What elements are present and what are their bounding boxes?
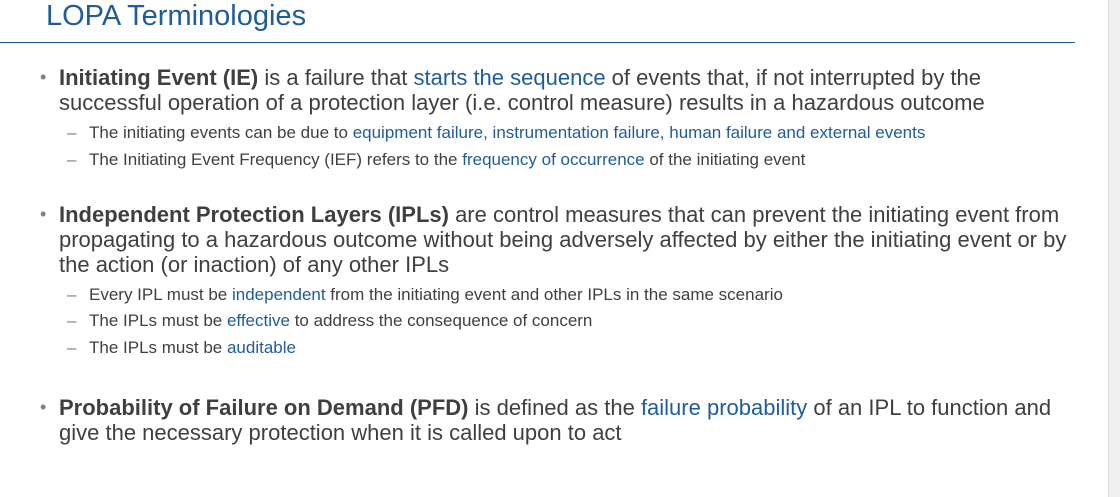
sub-text-part: from the initiating event and other IPLs… — [325, 285, 783, 304]
sub-bullet: – The initiating events can be due to eq… — [67, 122, 1077, 144]
bullet-text-part: is a failure that — [258, 65, 414, 90]
sub-bullet: – The IPLs must be auditable — [67, 337, 1077, 359]
sub-bullet-text: The initiating events can be due to equi… — [89, 122, 1077, 144]
dash-icon: – — [67, 150, 77, 169]
bullet-text-part: are control measures that can prevent th… — [59, 202, 1067, 277]
highlight-text: independent — [231, 285, 326, 304]
dash-icon: – — [67, 285, 77, 304]
highlight-text: effective — [226, 311, 290, 330]
dash-icon: – — [67, 311, 77, 330]
highlight-text: auditable — [226, 338, 296, 357]
sub-text-part: The Initiating Event Frequency (IEF) ref… — [89, 150, 463, 169]
slide-title: LOPA Terminologies — [46, 0, 307, 32]
bullet-probability-of-failure-on-demand: • Probability of Failure on Demand (PFD)… — [40, 395, 1080, 445]
bullet-text: Probability of Failure on Demand (PFD) i… — [59, 395, 1080, 445]
bullet-initiating-event: • Initiating Event (IE) is a failure tha… — [40, 65, 1080, 115]
sub-bullet-text: The Initiating Event Frequency (IEF) ref… — [89, 149, 1077, 171]
sub-text-part: The IPLs must be — [89, 311, 227, 330]
bullet-text: Independent Protection Layers (IPLs) are… — [59, 202, 1080, 277]
bullet-dot-icon: • — [40, 204, 47, 224]
sub-bullet: – The IPLs must be effective to address … — [67, 310, 1077, 332]
sub-bullet: – The Initiating Event Frequency (IEF) r… — [67, 149, 1077, 171]
bullet-text: Initiating Event (IE) is a failure that … — [59, 65, 1080, 115]
bullet-dot-icon: • — [40, 397, 47, 417]
sub-bullet-text: Every IPL must be independent from the i… — [89, 284, 1077, 306]
sub-bullet-text: The IPLs must be effective to address th… — [89, 310, 1077, 332]
term-label: Initiating Event (IE) — [59, 65, 259, 90]
highlight-text: failure probability — [640, 395, 808, 420]
sub-bullet: – Every IPL must be independent from the… — [67, 284, 1077, 306]
highlight-text: starts the sequence — [413, 65, 606, 90]
bullet-text-part: is defined as the — [468, 395, 641, 420]
sub-text-part: Every IPL must be — [89, 285, 232, 304]
sub-text-part: of the initiating event — [644, 150, 806, 169]
term-label: Independent Protection Layers (IPLs) — [59, 202, 449, 227]
highlight-text: equipment failure, instrumentation failu… — [352, 123, 926, 142]
sub-text-part: The IPLs must be — [89, 338, 227, 357]
highlight-text: frequency of occurrence — [462, 150, 645, 169]
sub-text-part: to address the consequence of concern — [289, 311, 593, 330]
title-divider — [0, 42, 1075, 43]
bullet-dot-icon: • — [40, 67, 47, 87]
term-label: Probability of Failure on Demand (PFD) — [59, 395, 469, 420]
vertical-scrollbar[interactable] — [1108, 0, 1120, 497]
bullet-text-part: of events that, if not interrupted by th… — [59, 65, 985, 115]
bullet-independent-protection-layers: • Independent Protection Layers (IPLs) a… — [40, 202, 1080, 277]
sub-text-part: The initiating events can be due to — [89, 123, 353, 142]
sub-bullet-text: The IPLs must be auditable — [89, 337, 1077, 359]
bullet-text-part: of an IPL to function and give the neces… — [59, 395, 1052, 445]
dash-icon: – — [67, 123, 77, 142]
dash-icon: – — [67, 338, 77, 357]
